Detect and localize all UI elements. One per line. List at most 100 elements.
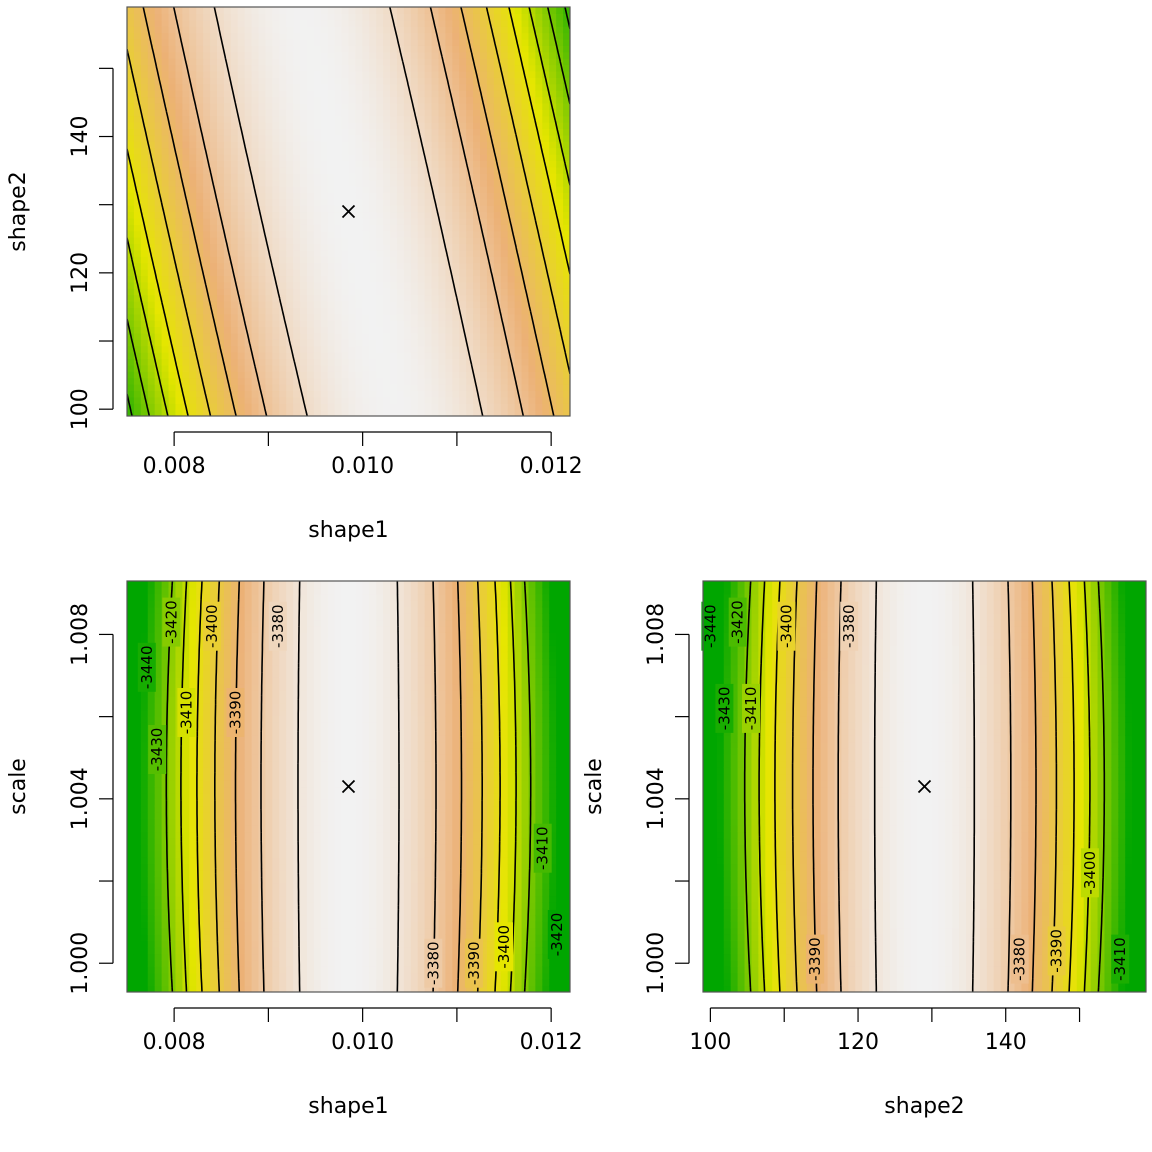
- heatmap-cell: [313, 396, 322, 404]
- heatmap-cell: [334, 77, 343, 85]
- heatmap-cell: [390, 102, 398, 110]
- heatmap-cell: [251, 230, 260, 238]
- heatmap-cell: [189, 275, 197, 283]
- heatmap-cell: [244, 153, 253, 161]
- heatmap-cell: [480, 243, 488, 251]
- heatmap-cell: [500, 332, 509, 340]
- heatmap-cell: [182, 409, 190, 416]
- heatmap-cell: [417, 294, 426, 302]
- heatmap-cell: [424, 320, 433, 328]
- heatmap-cell: [341, 371, 350, 379]
- heatmap-cell: [473, 300, 481, 308]
- heatmap-cell: [313, 153, 322, 161]
- heatmap-cell: [293, 326, 301, 334]
- heatmap-cell: [486, 205, 495, 213]
- heatmap-cell: [182, 921, 190, 929]
- heatmap-cell: [396, 77, 405, 85]
- heatmap-cell: [286, 288, 294, 296]
- heatmap-cell: [549, 396, 557, 404]
- heatmap-cell: [459, 115, 467, 123]
- heatmap-cell: [140, 377, 149, 385]
- heatmap-cell: [493, 128, 502, 136]
- heatmap-cell: [556, 96, 564, 104]
- heatmap-cell: [154, 902, 163, 910]
- heatmap-cell: [237, 115, 246, 123]
- heatmap-cell: [189, 869, 197, 877]
- heatmap-cell: [438, 166, 446, 174]
- heatmap-cell: [127, 799, 135, 807]
- heatmap-cell: [334, 217, 343, 225]
- heatmap-cell: [216, 230, 225, 238]
- heatmap-cell: [403, 262, 412, 270]
- heatmap-cell: [216, 377, 225, 385]
- heatmap-cell: [265, 403, 273, 411]
- heatmap-cell: [514, 307, 523, 315]
- heatmap-cell: [189, 760, 197, 768]
- heatmap-cell: [210, 786, 218, 794]
- heatmap-cell: [500, 211, 509, 219]
- heatmap-cell: [175, 773, 183, 781]
- heatmap-cell: [237, 339, 246, 347]
- heatmap-cell: [410, 211, 419, 219]
- heatmap-cell: [279, 134, 287, 142]
- heatmap-cell: [196, 339, 204, 347]
- heatmap-cell: [514, 345, 523, 353]
- heatmap-cell: [127, 703, 135, 711]
- heatmap-cell: [334, 390, 343, 398]
- heatmap-cell: [196, 799, 204, 807]
- heatmap-cell: [189, 985, 197, 992]
- heatmap-cell: [348, 224, 357, 232]
- heatmap-cell: [417, 77, 426, 85]
- heatmap-cell: [175, 256, 183, 264]
- heatmap-cell: [376, 243, 384, 251]
- heatmap-cell: [300, 390, 308, 398]
- heatmap-cell: [542, 249, 550, 257]
- heatmap-cell: [355, 237, 363, 245]
- heatmap-cell: [189, 377, 197, 385]
- heatmap-cell: [390, 243, 398, 251]
- heatmap-cell: [196, 281, 204, 289]
- heatmap-cell: [549, 243, 557, 251]
- heatmap-cell: [320, 70, 329, 78]
- heatmap-cell: [410, 96, 419, 104]
- heatmap-cell: [556, 307, 564, 315]
- heatmap-cell: [507, 230, 516, 238]
- heatmap-cell: [258, 205, 267, 213]
- heatmap-cell: [320, 38, 329, 46]
- heatmap-cell: [196, 153, 204, 161]
- heatmap-cell: [438, 358, 446, 366]
- heatmap-cell: [147, 205, 156, 213]
- heatmap-cell: [265, 173, 273, 181]
- heatmap-cell: [500, 217, 509, 225]
- heatmap-cell: [133, 638, 142, 646]
- heatmap-cell: [507, 192, 516, 200]
- heatmap-cell: [133, 805, 142, 813]
- heatmap-cell: [410, 300, 419, 308]
- heatmap-cell: [182, 773, 190, 781]
- heatmap-cell: [196, 307, 204, 315]
- heatmap-cell: [341, 384, 350, 392]
- heatmap-cell: [161, 256, 170, 264]
- heatmap-cell: [327, 77, 336, 85]
- heatmap-cell: [355, 179, 363, 187]
- heatmap-cell: [175, 141, 183, 149]
- heatmap-cell: [272, 166, 280, 174]
- heatmap-cell: [528, 275, 536, 283]
- heatmap-cell: [341, 217, 350, 225]
- heatmap-cell: [376, 217, 384, 225]
- heatmap-cell: [161, 134, 170, 142]
- heatmap-cell: [362, 83, 370, 91]
- heatmap-cell: [362, 300, 370, 308]
- heatmap-cell: [459, 185, 467, 193]
- heatmap-cell: [500, 109, 509, 117]
- heatmap-cell: [230, 396, 239, 404]
- heatmap-cell: [140, 927, 149, 935]
- heatmap-cell: [390, 211, 398, 219]
- heatmap-cell: [486, 45, 495, 53]
- heatmap-cell: [431, 179, 440, 187]
- heatmap-cell: [438, 77, 446, 85]
- heatmap-cell: [223, 128, 232, 136]
- heatmap-cell: [459, 377, 467, 385]
- heatmap-cell: [334, 128, 343, 136]
- heatmap-cell: [403, 185, 412, 193]
